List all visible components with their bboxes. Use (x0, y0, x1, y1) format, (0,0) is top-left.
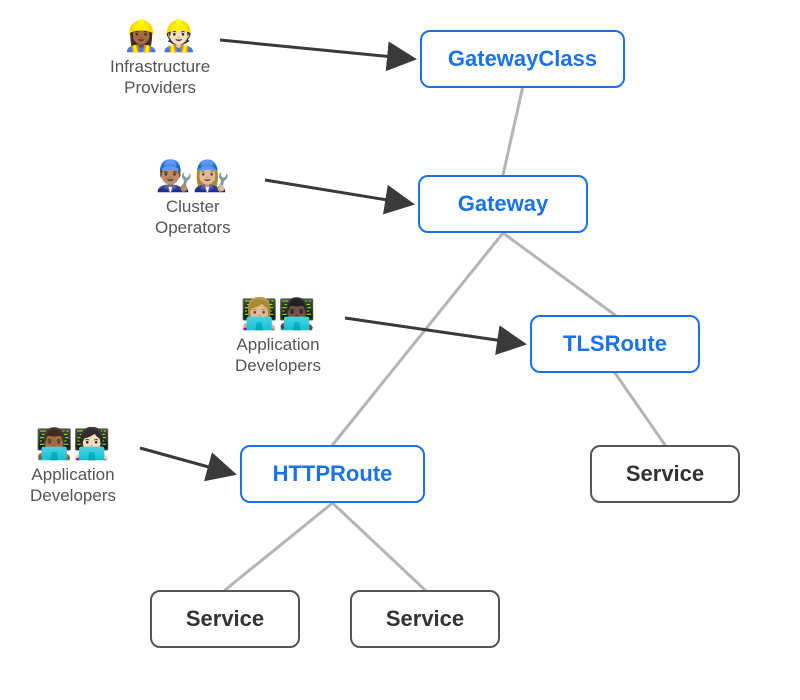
role-emoji: 👷🏾‍♀️👷🏻 (110, 22, 210, 52)
node-label: Gateway (458, 191, 549, 217)
node-tlsroute: TLSRoute (530, 315, 700, 373)
role-label: ClusterOperators (155, 196, 231, 239)
edge-tlsroute-service1 (615, 373, 665, 445)
node-service3: Service (350, 590, 500, 648)
node-service1: Service (590, 445, 740, 503)
edge-httproute-service3 (333, 503, 426, 590)
edge-gateway-httproute (333, 233, 504, 445)
node-label: Service (386, 606, 464, 632)
diagram-canvas: { "type": "tree", "background_color": "#… (0, 0, 800, 700)
node-gateway: Gateway (418, 175, 588, 233)
role-emoji: 👨🏽‍🔧👩🏼‍🔧 (155, 162, 231, 192)
node-label: HTTPRoute (273, 461, 393, 487)
role-appdev2: 👨🏾‍💻👩🏻‍💻 ApplicationDevelopers (30, 430, 116, 507)
role-label: ApplicationDevelopers (30, 464, 116, 507)
role-arrow-cluster (265, 180, 412, 204)
node-label: TLSRoute (563, 331, 667, 357)
node-service2: Service (150, 590, 300, 648)
role-appdev1: 👩🏼‍💻👨🏿‍💻 ApplicationDevelopers (235, 300, 321, 377)
role-infra: 👷🏾‍♀️👷🏻 InfrastructureProviders (110, 22, 210, 99)
role-emoji: 👨🏾‍💻👩🏻‍💻 (30, 430, 116, 460)
edge-gatewayclass-gateway (503, 88, 523, 175)
role-emoji: 👩🏼‍💻👨🏿‍💻 (235, 300, 321, 330)
role-arrow-infra (220, 40, 414, 59)
node-label: Service (626, 461, 704, 487)
role-label: ApplicationDevelopers (235, 334, 321, 377)
role-arrow-appdev2 (140, 448, 234, 474)
edge-httproute-service2 (225, 503, 333, 590)
role-arrow-appdev1 (345, 318, 524, 344)
node-gatewayclass: GatewayClass (420, 30, 625, 88)
role-label: InfrastructureProviders (110, 56, 210, 99)
node-httproute: HTTPRoute (240, 445, 425, 503)
node-label: GatewayClass (448, 46, 597, 72)
node-label: Service (186, 606, 264, 632)
edge-gateway-tlsroute (503, 233, 615, 315)
role-cluster: 👨🏽‍🔧👩🏼‍🔧 ClusterOperators (155, 162, 231, 239)
